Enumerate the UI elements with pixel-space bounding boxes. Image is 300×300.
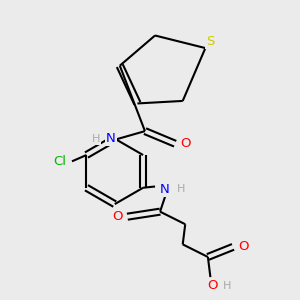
Text: Cl: Cl <box>53 155 66 168</box>
Text: O: O <box>112 210 122 223</box>
Text: H: H <box>223 281 231 291</box>
Text: H: H <box>177 184 186 194</box>
Text: N: N <box>160 182 170 196</box>
Text: H: H <box>92 134 100 144</box>
Text: S: S <box>206 35 214 48</box>
Text: N: N <box>106 132 116 145</box>
Text: O: O <box>180 137 190 150</box>
Text: O: O <box>238 240 248 254</box>
Text: O: O <box>208 279 218 292</box>
